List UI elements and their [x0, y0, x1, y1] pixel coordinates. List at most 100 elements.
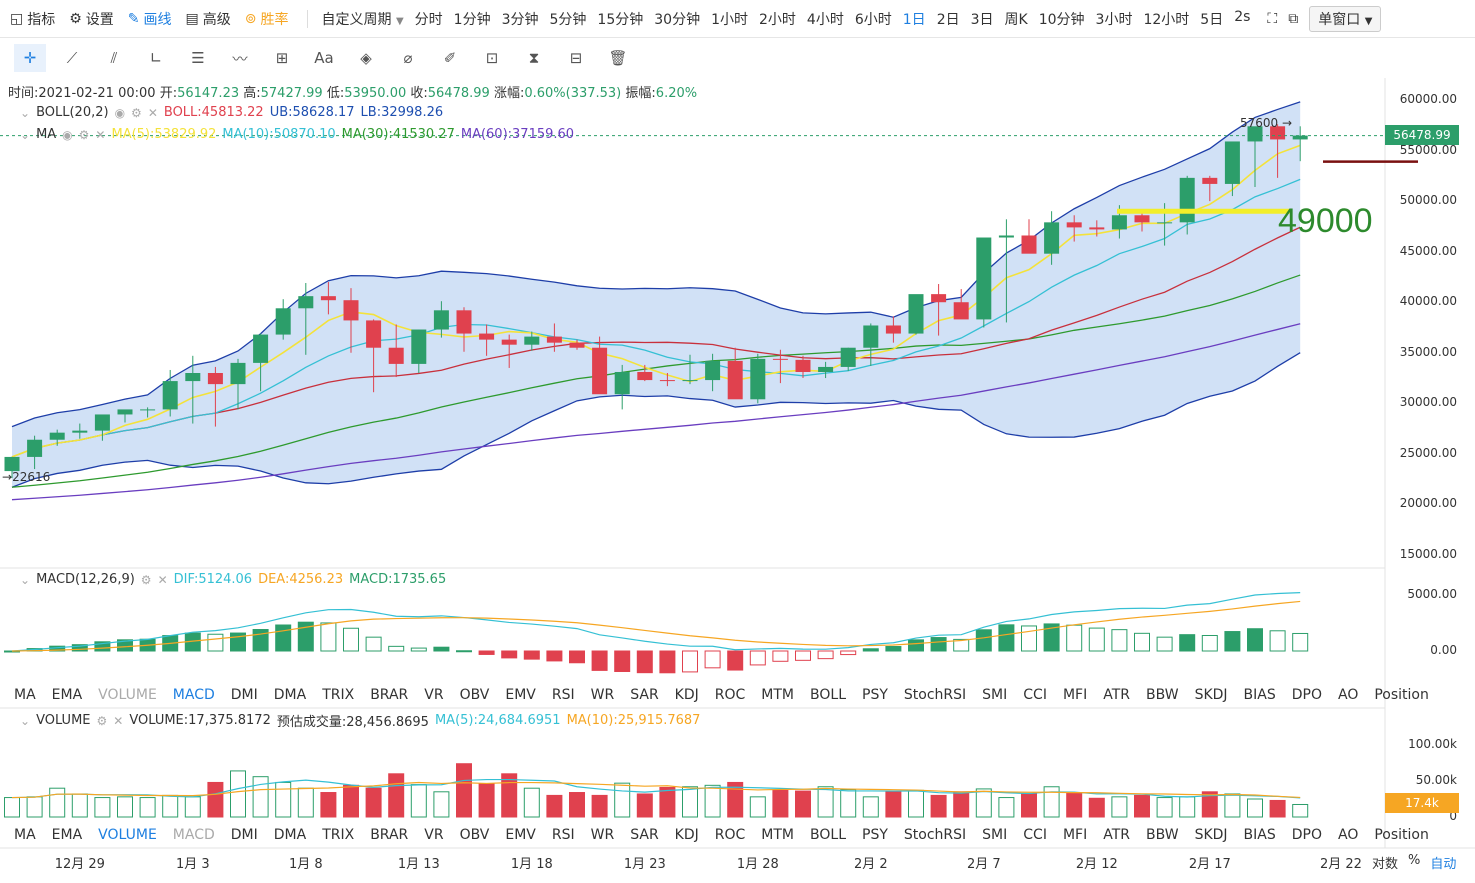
- indicator-tab-mfi[interactable]: MFI: [1062, 687, 1088, 703]
- indicator-tab-kdj[interactable]: KDJ: [674, 687, 699, 703]
- eye-icon[interactable]: ◉: [62, 127, 73, 142]
- measure-icon[interactable]: ⊞: [275, 49, 289, 67]
- close-icon[interactable]: ✕: [157, 572, 168, 587]
- indicator-tab-dmi[interactable]: DMI: [230, 827, 258, 843]
- gear-icon[interactable]: ⚙: [140, 572, 152, 587]
- indicator-tab-kdj[interactable]: KDJ: [674, 827, 699, 843]
- indicator-tab-atr[interactable]: ATR: [1103, 827, 1130, 843]
- indicator-tab-emv[interactable]: EMV: [505, 827, 536, 843]
- period-4[interactable]: 15分钟: [597, 11, 644, 28]
- indicator-tab-bbw[interactable]: BBW: [1146, 827, 1179, 843]
- indicator-tab-dpo[interactable]: DPO: [1291, 827, 1322, 843]
- indicator-tab-skdj[interactable]: SKDJ: [1194, 687, 1228, 703]
- indicator-tab-dma[interactable]: DMA: [273, 687, 307, 703]
- indicator-tab-wr[interactable]: WR: [590, 687, 615, 703]
- indicator-tab-trix[interactable]: TRIX: [322, 687, 355, 703]
- indicator-tab-ema[interactable]: EMA: [51, 687, 83, 703]
- indicator-tab-vr[interactable]: VR: [424, 827, 444, 843]
- trash-icon[interactable]: 🗑: [608, 49, 628, 67]
- period-18[interactable]: 2s: [1234, 8, 1251, 25]
- indicator-tab-smi[interactable]: SMI: [982, 827, 1008, 843]
- indicator-tab-skdj[interactable]: SKDJ: [1194, 827, 1228, 843]
- fullscreen-icon[interactable]: ⛶: [1267, 10, 1278, 27]
- period-13[interactable]: 周K: [1004, 11, 1028, 28]
- indicator-tab-bias[interactable]: BIAS: [1243, 687, 1276, 703]
- lock-icon[interactable]: ⊡: [485, 49, 499, 67]
- trendline-icon[interactable]: ⟋: [66, 49, 78, 67]
- close-icon[interactable]: ✕: [95, 127, 106, 142]
- period-10[interactable]: 1日: [902, 11, 926, 28]
- draw-button[interactable]: ✎ 画线: [128, 9, 172, 29]
- indicator-tab-rsi[interactable]: RSI: [551, 687, 575, 703]
- period-11[interactable]: 2日: [936, 11, 960, 28]
- period-6[interactable]: 1小时: [711, 11, 748, 28]
- period-15[interactable]: 3小时: [1095, 11, 1133, 28]
- indicator-tab-boll[interactable]: BOLL: [810, 687, 846, 703]
- visibility-icon[interactable]: ⧗: [528, 49, 540, 67]
- indicator-tab-ao[interactable]: AO: [1338, 687, 1359, 703]
- close-icon[interactable]: ✕: [113, 713, 124, 728]
- period-7[interactable]: 2小时: [759, 11, 796, 28]
- indicator-tab-sar[interactable]: SAR: [630, 687, 659, 703]
- indicator-tab-macd[interactable]: MACD: [172, 687, 215, 703]
- period-8[interactable]: 4小时: [806, 11, 844, 28]
- indicator-tab-atr[interactable]: ATR: [1103, 687, 1130, 703]
- indicator-tab-dpo[interactable]: DPO: [1291, 687, 1322, 703]
- period-1[interactable]: 1分钟: [453, 11, 491, 28]
- indicator-tab-dmi[interactable]: DMI: [230, 687, 258, 703]
- period-16[interactable]: 12小时: [1143, 11, 1190, 28]
- indicator-tab-bias[interactable]: BIAS: [1243, 827, 1276, 843]
- ruler-icon[interactable]: ⌀: [403, 49, 413, 67]
- indicator-tab-mfi[interactable]: MFI: [1062, 827, 1088, 843]
- magnet-icon[interactable]: ⊟: [569, 49, 583, 67]
- indicator-tab-brar[interactable]: BRAR: [370, 687, 409, 703]
- indicator-tab-sar[interactable]: SAR: [630, 827, 659, 843]
- indicator-tab-wr[interactable]: WR: [590, 827, 615, 843]
- period-2[interactable]: 3分钟: [501, 11, 539, 28]
- indicator-tab-obv[interactable]: OBV: [459, 827, 490, 843]
- pattern-icon[interactable]: ◈: [360, 49, 372, 67]
- eye-icon[interactable]: ◉: [114, 105, 126, 120]
- brush-icon[interactable]: ✐: [443, 49, 457, 67]
- advanced-button[interactable]: ▤ 高级: [186, 9, 231, 29]
- period-17[interactable]: 5日: [1200, 11, 1224, 28]
- indicator-tab-psy[interactable]: PSY: [862, 827, 888, 843]
- indicator-tab-volume[interactable]: VOLUME: [98, 687, 157, 703]
- indicator-tab-emv[interactable]: EMV: [505, 687, 536, 703]
- indicator-tab-obv[interactable]: OBV: [459, 687, 490, 703]
- indicator-tab-macd[interactable]: MACD: [172, 827, 215, 843]
- close-icon[interactable]: ✕: [147, 105, 158, 120]
- indicator-tab-psy[interactable]: PSY: [862, 687, 888, 703]
- wave-icon[interactable]: 〰: [232, 49, 248, 68]
- gear-icon[interactable]: ⚙: [96, 713, 108, 728]
- settings-button[interactable]: ⚙ 设置: [69, 9, 114, 29]
- indicator-tab-rsi[interactable]: RSI: [551, 827, 575, 843]
- indicator-tab-smi[interactable]: SMI: [982, 687, 1008, 703]
- gear-icon[interactable]: ⚙: [131, 105, 142, 120]
- auto-scale-toggle[interactable]: 自动: [1430, 857, 1457, 872]
- text-tool[interactable]: Aa: [314, 49, 334, 67]
- chevron-down-icon[interactable]: ⌄: [20, 105, 31, 120]
- log-scale-toggle[interactable]: 对数: [1371, 857, 1398, 872]
- chevron-down-icon[interactable]: ⌄: [20, 127, 31, 142]
- indicator-tab-trix[interactable]: TRIX: [322, 827, 355, 843]
- indicator-tab-brar[interactable]: BRAR: [370, 827, 409, 843]
- custom-period-dropdown[interactable]: 自定义周期 ▼: [322, 9, 404, 29]
- chevron-down-icon[interactable]: ⌄: [20, 713, 31, 728]
- period-9[interactable]: 6小时: [854, 11, 892, 28]
- period-12[interactable]: 3日: [970, 11, 994, 28]
- indicator-tab-roc[interactable]: ROC: [714, 827, 746, 843]
- indicator-tab-ema[interactable]: EMA: [51, 827, 83, 843]
- indicator-tab-cci[interactable]: CCI: [1023, 687, 1047, 703]
- window-mode-select[interactable]: 单窗口 ▼: [1309, 5, 1382, 32]
- winrate-button[interactable]: ⊚ 胜率: [245, 9, 289, 29]
- indicator-tab-roc[interactable]: ROC: [714, 687, 746, 703]
- indicator-tab-mtm[interactable]: MTM: [761, 687, 795, 703]
- indicator-tab-ao[interactable]: AO: [1338, 827, 1359, 843]
- indicator-tab-stochrsi[interactable]: StochRSI: [903, 687, 967, 703]
- gear-icon[interactable]: ⚙: [78, 127, 90, 142]
- indicator-tab-cci[interactable]: CCI: [1023, 827, 1047, 843]
- parallel-lines-icon[interactable]: ⫽: [110, 49, 118, 67]
- period-0[interactable]: 分时: [414, 11, 443, 28]
